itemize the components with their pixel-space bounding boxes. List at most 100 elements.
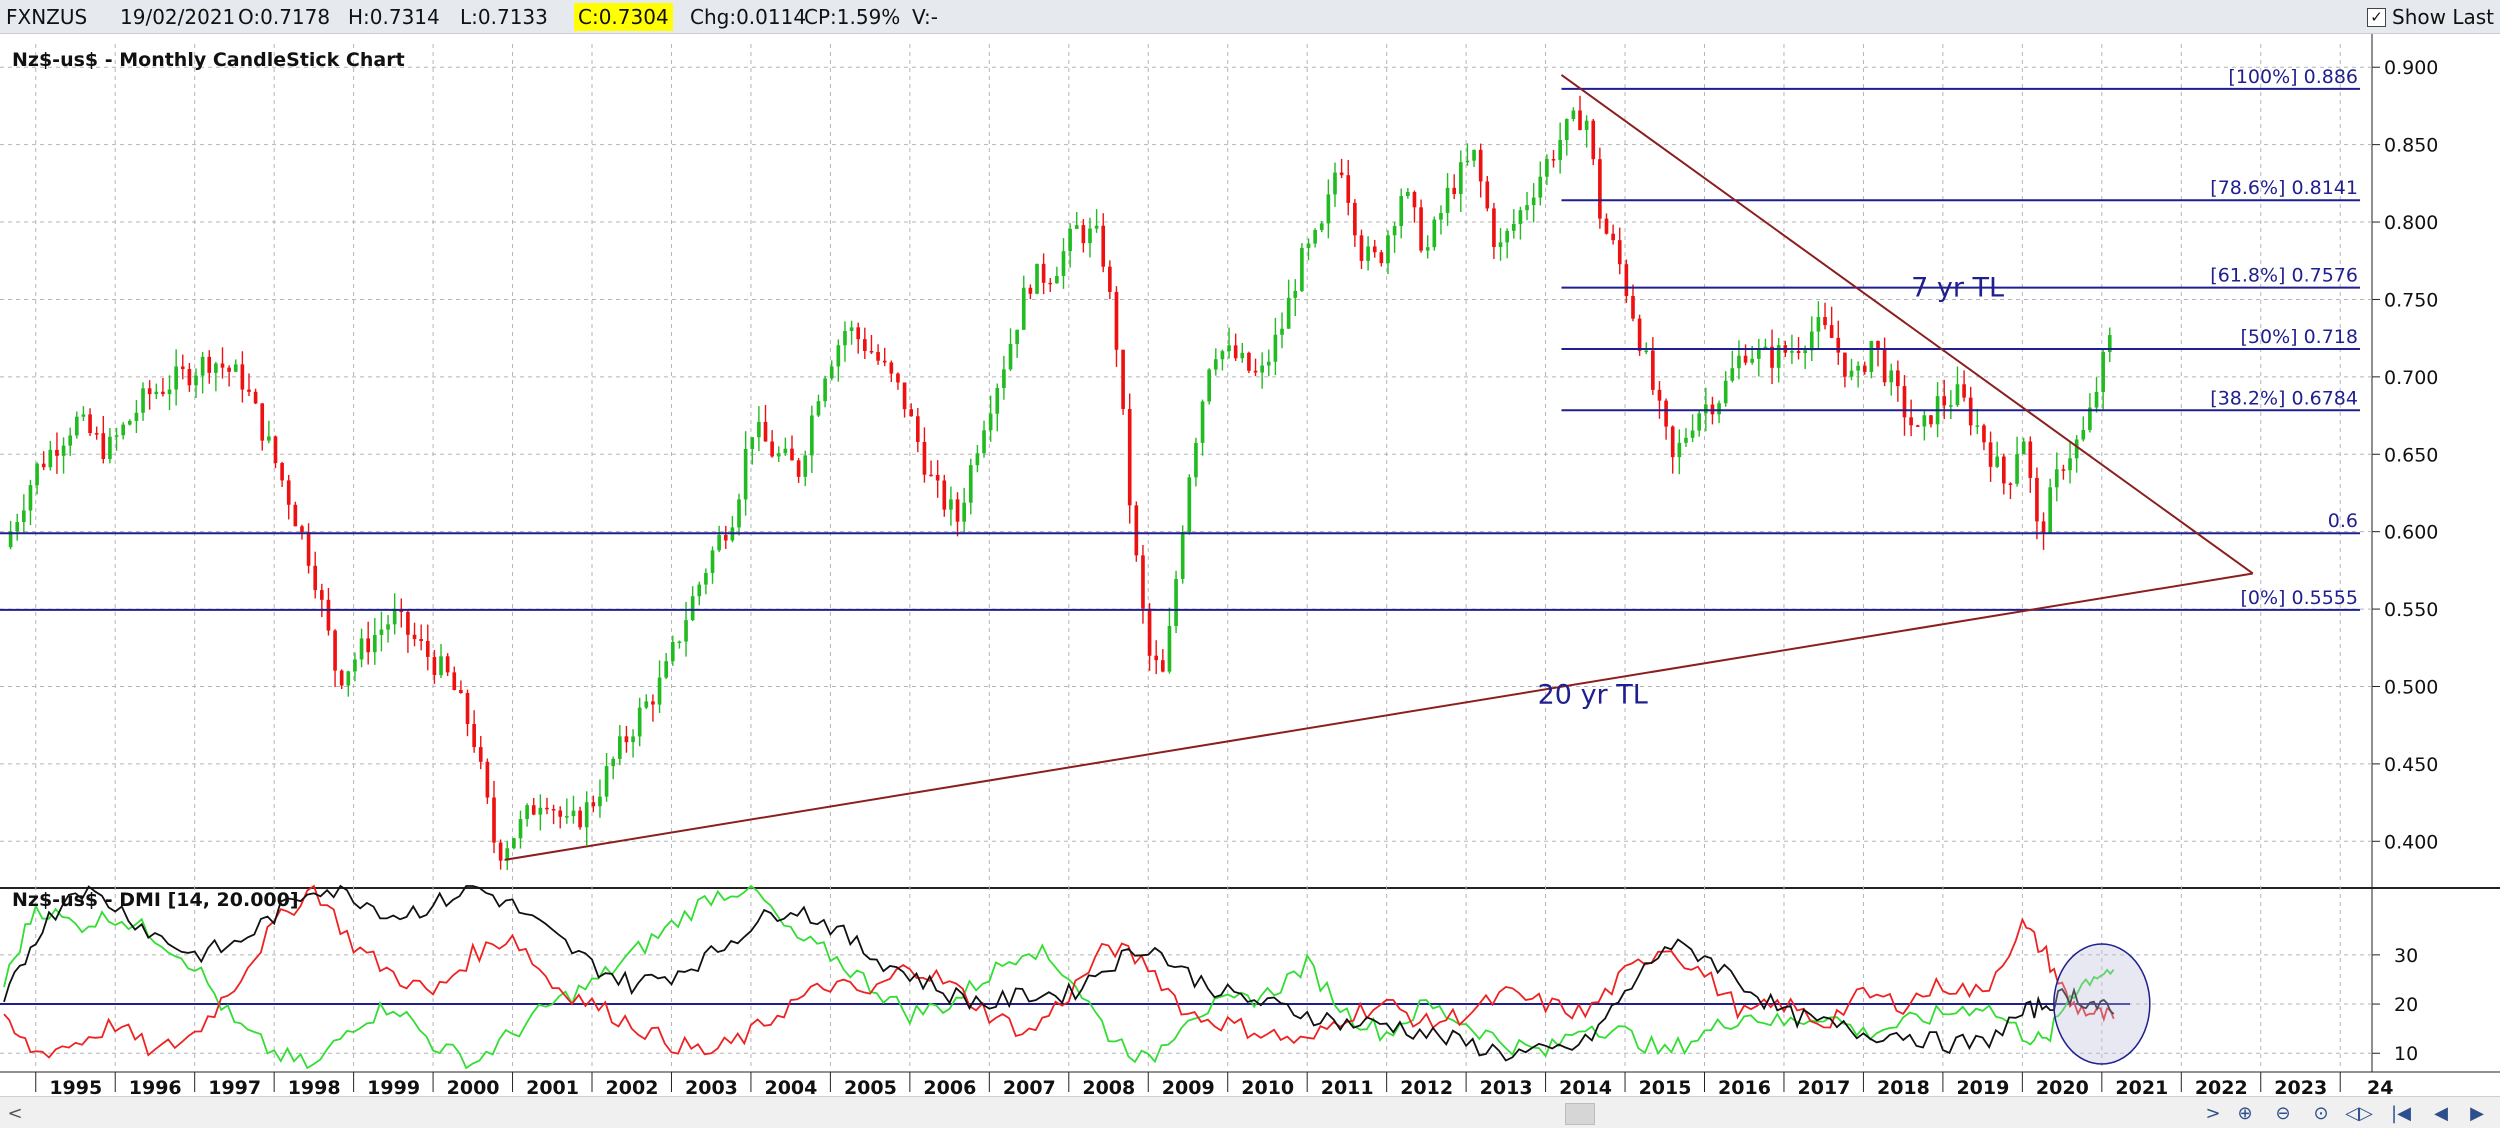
candle-body — [1478, 149, 1483, 182]
candle-body — [1194, 442, 1198, 478]
candle-body — [651, 701, 655, 705]
candle-body — [1240, 352, 1245, 359]
candle-body — [1002, 369, 1006, 389]
y-tick-label: 0.400 — [2384, 831, 2438, 853]
candle-body — [81, 414, 86, 417]
candle-body — [1180, 531, 1185, 579]
scroll-left-arrow-icon[interactable]: < — [7, 1102, 23, 1124]
previous-bar-icon[interactable]: ◀ — [2434, 1102, 2448, 1124]
candle-body — [1763, 346, 1768, 349]
candle-body — [1088, 228, 1092, 244]
candle-body — [1333, 172, 1337, 195]
candle-body — [1809, 331, 1814, 351]
candle-body — [2061, 469, 2066, 471]
candle-body — [1790, 351, 1794, 353]
candle-body — [790, 448, 794, 461]
candle-body — [2028, 441, 2033, 478]
y-tick-label: 0.750 — [2384, 289, 2438, 311]
trendline-annotation: 7 yr TL — [1911, 272, 2004, 303]
time-scrollbar[interactable]: < > ⊕ ⊖ ⊙ ◁▷ |◀ ◀ ▶ — [0, 1096, 2500, 1128]
candle-body — [1167, 626, 1172, 672]
candle-body — [1690, 430, 1695, 438]
x-tick-label: 2000 — [447, 1077, 500, 1096]
first-bar-icon[interactable]: |◀ — [2391, 1102, 2411, 1124]
scroll-right-arrow-icon[interactable]: > — [2205, 1102, 2221, 1124]
zoom-out-icon[interactable]: ⊖ — [2275, 1102, 2291, 1124]
candle-body — [8, 531, 13, 548]
candle-body — [1425, 247, 1430, 251]
candle-body — [227, 367, 231, 372]
candle-body — [1829, 325, 1834, 338]
level-label: [0%] 0.5555 — [2241, 587, 2359, 609]
candle-body — [929, 474, 933, 477]
candle-body — [1578, 110, 1582, 130]
next-bar-icon[interactable]: ▶ — [2470, 1102, 2484, 1124]
candle-body — [810, 415, 814, 456]
candle-body — [849, 327, 854, 332]
candle-body — [127, 420, 132, 425]
open-value: O:0.7178 — [238, 5, 331, 29]
chart-area[interactable]: [100%] 0.886 [78.6%] 0.8141 [61.8%] 0.7576… — [0, 34, 2500, 1096]
candle-body — [1300, 247, 1304, 291]
trendline — [1560, 74, 2254, 575]
level-label: [38.2%] 0.6784 — [2210, 387, 2358, 409]
x-tick-label: 2023 — [2274, 1077, 2327, 1096]
low-value: L:0.7133 — [460, 5, 548, 29]
candle-body — [1114, 291, 1119, 350]
candle-body — [1591, 120, 1596, 160]
candle-body — [214, 363, 218, 373]
x-tick-label: 2019 — [1956, 1077, 2009, 1096]
candle-body — [372, 634, 377, 653]
x-tick-label: 2012 — [1400, 1077, 1453, 1096]
candle-body — [1538, 176, 1543, 198]
zoom-reset-icon[interactable]: ⊙ — [2313, 1102, 2329, 1124]
scrollbar-thumb[interactable] — [1565, 1103, 1595, 1125]
candle-body — [1637, 318, 1642, 351]
candle-body — [882, 360, 887, 363]
candle-body — [1021, 287, 1026, 330]
candle-body — [1545, 159, 1549, 177]
candle-body — [1458, 162, 1463, 195]
candle-body — [233, 364, 238, 372]
candle-body — [478, 747, 483, 762]
checkbox-checked-icon[interactable]: ✓ — [2367, 7, 2387, 27]
candle-body — [1942, 396, 1947, 406]
candle-body — [1101, 225, 1106, 267]
candle-body — [505, 848, 510, 861]
candle-body — [346, 671, 351, 686]
candle-body — [843, 331, 847, 346]
candle-body — [525, 805, 529, 820]
candle-body — [697, 584, 702, 597]
close-value: C:0.7304 — [574, 3, 673, 31]
candle-body — [2101, 352, 2105, 392]
zoom-in-icon[interactable]: ⊕ — [2237, 1102, 2253, 1124]
candle-body — [180, 366, 185, 370]
candle-body — [1028, 287, 1033, 294]
x-tick-label: 2004 — [764, 1077, 817, 1096]
candle-body — [1571, 110, 1576, 120]
show-last-toggle[interactable]: ✓ Show Last — [2367, 3, 2494, 31]
candle-body — [1717, 403, 1721, 415]
candle-body — [704, 572, 708, 585]
candle-body — [1670, 426, 1675, 458]
candle-body — [1439, 212, 1443, 220]
candle-body — [578, 810, 582, 828]
x-tick-label: 2018 — [1877, 1077, 1930, 1096]
candle-body — [1213, 359, 1218, 370]
candle-body — [1220, 351, 1225, 360]
scroll-fit-icon[interactable]: ◁▷ — [2345, 1102, 2373, 1124]
candle-body — [617, 736, 622, 759]
candle-body — [1511, 223, 1516, 231]
candle-body — [955, 499, 960, 522]
y-tick-label: 0.800 — [2384, 212, 2438, 234]
candle-body — [611, 758, 616, 767]
candle-body — [1161, 660, 1165, 672]
candle-body — [1081, 225, 1086, 244]
trendline-annotation: 20 yr TL — [1538, 680, 1648, 711]
x-tick-label: 2002 — [606, 1077, 659, 1096]
candle-body — [1419, 207, 1423, 251]
candle-body — [1756, 348, 1761, 359]
candle-body — [2054, 469, 2059, 488]
candle-body — [419, 639, 423, 641]
dmi-panel-title: Nz$-us$ - DMI [14, 20.000] — [12, 889, 299, 911]
